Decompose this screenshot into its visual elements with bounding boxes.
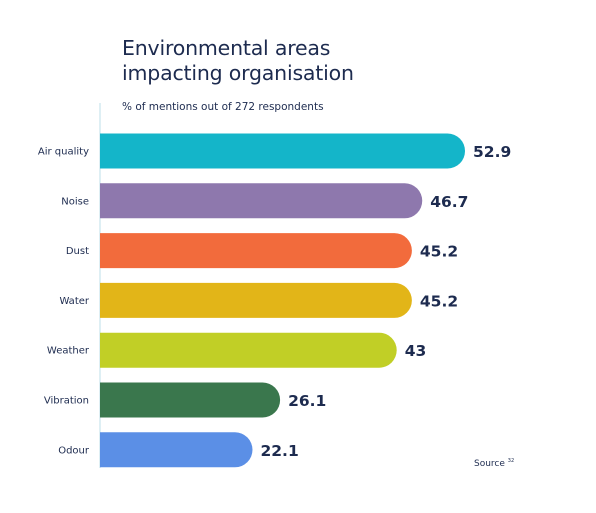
category-label: Noise [61, 196, 89, 207]
value-label: 45.2 [420, 292, 458, 310]
value-label: 52.9 [473, 143, 511, 161]
category-label: Dust [66, 246, 89, 257]
category-label: Water [59, 296, 89, 307]
chart-title: Environmental areas impacting organisati… [122, 36, 354, 86]
category-label: Weather [47, 346, 90, 357]
value-label: 46.7 [430, 193, 468, 211]
value-label: 45.2 [420, 243, 458, 261]
chart-subtitle: % of mentions out of 272 respondents [122, 101, 324, 113]
value-label: 43 [405, 342, 427, 360]
source-label: Source [474, 459, 505, 469]
source-reference: 32 [507, 458, 515, 464]
bar-odour [100, 432, 253, 468]
bar-water [100, 282, 412, 318]
value-label: 26.1 [288, 392, 326, 410]
bar-weather [100, 332, 397, 368]
source-note: Source 32 [474, 458, 514, 469]
category-label: Air quality [38, 147, 89, 158]
value-label: 22.1 [260, 442, 298, 460]
bar-noise [100, 183, 423, 219]
category-label: Vibration [44, 396, 89, 407]
bar-vibration [100, 382, 281, 418]
chart-title-line-2: impacting organisation [122, 61, 354, 85]
bar-dust [100, 233, 412, 269]
bar-air-quality [100, 133, 466, 169]
category-label: Odour [58, 445, 90, 456]
chart-title-line-1: Environmental areas [122, 36, 331, 60]
